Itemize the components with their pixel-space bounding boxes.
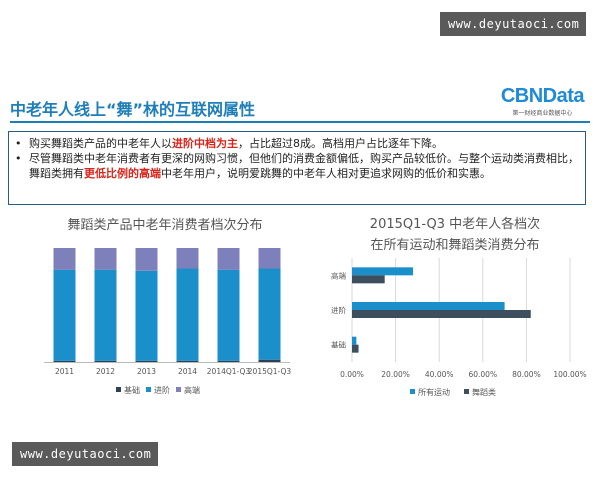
logo-text: CBNData [500, 85, 585, 107]
bar [352, 275, 385, 284]
bar-segment [135, 360, 158, 362]
legend-label: 基础 [124, 385, 140, 395]
x-tick-label: 2011 [55, 367, 74, 376]
legend-swatch [146, 387, 151, 392]
legend-label: 所有运动 [418, 387, 450, 397]
bullet-1-highlight: 进阶中档为主 [172, 137, 238, 150]
legend-swatch [176, 387, 181, 392]
horizontal-bar-chart: 0.00% 20.00% 40.00% 60.00% 80.00% 100.00% 高端进阶… [331, 258, 587, 397]
legend-label: 进阶 [154, 385, 170, 395]
bar-segment [94, 269, 117, 361]
bullet-item-1: • 购买舞蹈类产品的中老年人以进阶中档为主，占比超过8成。高档用户占比逐年下降。 [15, 136, 579, 151]
bullet-item-2: • 尽管舞蹈类中老年消费者有更深的网购习惯，但他们的消费金额偏低，购买产品较低价… [15, 151, 579, 181]
x-tick-label: 2012 [96, 367, 115, 376]
x-tick-label: 80.00% [512, 370, 541, 379]
bullet-2-rest: 中老年用户，说明爱跳舞的中老年人相对更追求网购的低价和实惠。 [161, 167, 491, 180]
x-tick-label: 2014 [178, 367, 197, 376]
x-tick-label: 2013 [137, 367, 156, 376]
bar-segment [176, 268, 199, 361]
bar-segment [176, 360, 199, 362]
bar-segment [53, 269, 76, 361]
left-chart-title: 舞蹈类产品中老年消费者档次分布 [67, 218, 263, 233]
title-divider [10, 121, 590, 123]
bar-segment [53, 248, 76, 270]
bar-segment [217, 248, 240, 270]
watermark-bottom: www.deyutaoci.com [12, 442, 158, 466]
x-tick-label: 40.00% [425, 370, 454, 379]
bar-segment [94, 248, 117, 270]
summary-box: • 购买舞蹈类产品的中老年人以进阶中档为主，占比超过8成。高档用户占比逐年下降。… [8, 131, 586, 205]
bar-segment [94, 360, 117, 362]
bar-segment [217, 269, 240, 361]
x-tick-label: 100.00% [553, 370, 586, 379]
right-chart-title: 2015Q1-Q3 中老年人各档次 在所有运动和舞蹈类消费分布 [330, 214, 580, 256]
bullet-dot: • [15, 152, 22, 165]
bar [352, 310, 531, 318]
bar-segment [258, 359, 281, 362]
bar [352, 302, 505, 310]
bullet-1-rest: ，占比超过8成。高档用户占比逐年下降。 [238, 137, 443, 150]
bullet-2-text: 尽管舞蹈类中老年消费者有更深的网购习惯，但他们的消费金额偏低，购买产品较低价。与… [29, 152, 579, 180]
right-chart-title-line-1: 2015Q1-Q3 中老年人各档次 [369, 217, 541, 232]
bullet-dot: • [15, 137, 22, 150]
bar-segment [53, 360, 76, 362]
legend-swatch [116, 387, 121, 392]
legend-swatch [410, 389, 415, 394]
y-tick-label: 高端 [331, 270, 346, 280]
x-tick-label: 20.00% [381, 370, 410, 379]
bar-segment [176, 248, 199, 269]
bar-segment [135, 270, 158, 361]
y-tick-label: 进阶 [331, 305, 346, 315]
right-chart-title-line-2: 在所有运动和舞蹈类消费分布 [370, 238, 540, 253]
logo-subtitle: 第一财经商业数据中心 [512, 110, 573, 117]
bar-segment [135, 248, 158, 271]
bar-segment [258, 268, 281, 360]
bullet-2-highlight: 更低比例的高端 [84, 167, 161, 180]
bar [352, 344, 359, 353]
bar-segment [217, 360, 240, 362]
cbndata-logo: CBNData 第一财经商业数据中心 [500, 85, 585, 117]
legend-label: 高端 [184, 385, 200, 395]
legend-swatch [464, 389, 469, 394]
x-tick-label: 2015Q1-Q3 [248, 367, 292, 376]
x-tick-label: 2014Q1-Q3 [207, 367, 251, 376]
legend-label: 舞蹈类 [472, 387, 496, 397]
bar [352, 336, 357, 345]
page-title: 中老年人线上“舞”林的互联网属性 [10, 100, 256, 119]
bar [352, 267, 414, 276]
bar-segment [258, 248, 281, 269]
x-tick-label: 0.00% [340, 370, 364, 379]
bullet-1-text: 购买舞蹈类产品的中老年人以 [29, 137, 172, 150]
y-tick-label: 基础 [331, 340, 346, 350]
watermark-top: www.deyutaoci.com [440, 12, 586, 36]
x-tick-label: 60.00% [468, 370, 497, 379]
